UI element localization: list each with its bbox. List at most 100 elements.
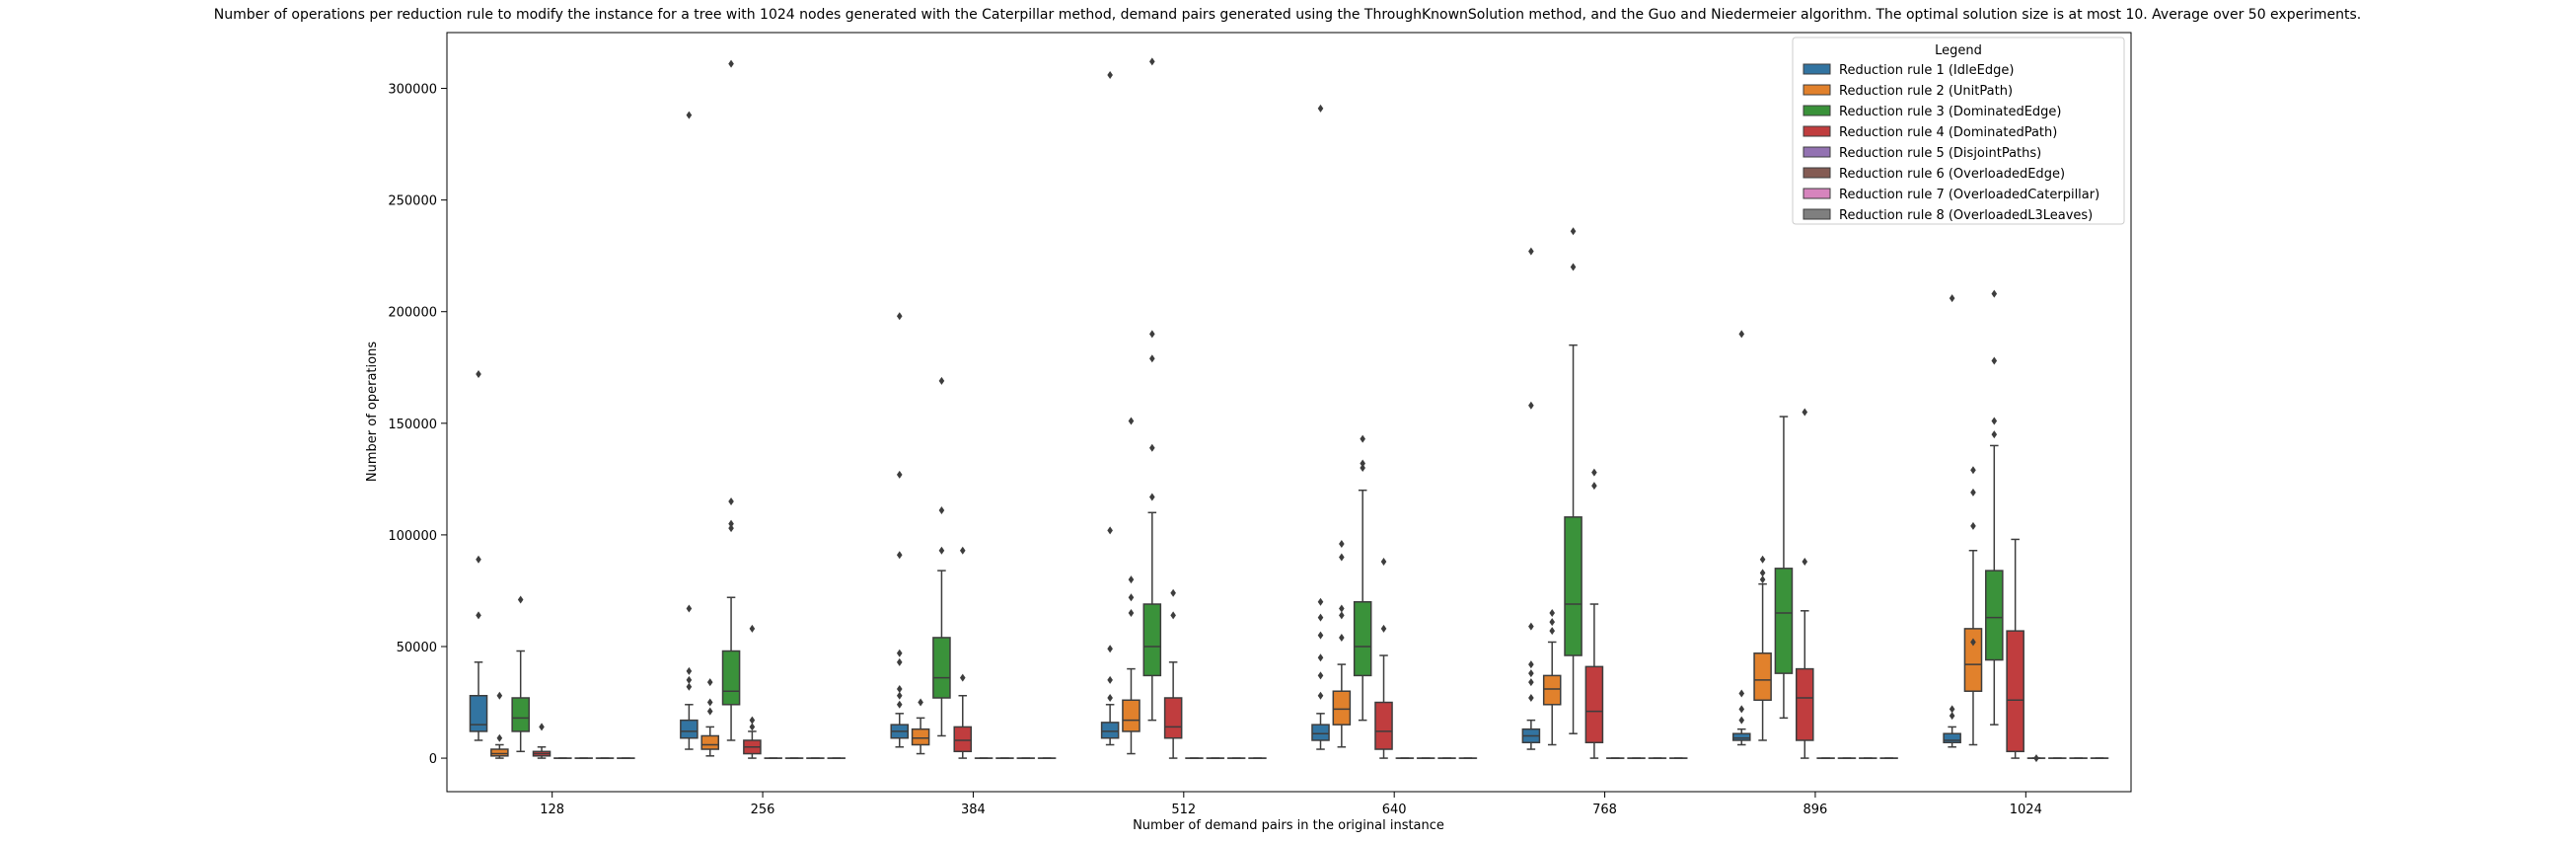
- box-group: [721, 59, 741, 741]
- legend-label: Reduction rule 8 (OverloadedL3Leaves): [1839, 208, 2093, 223]
- outlier-point: [1759, 569, 1766, 577]
- box: [1163, 697, 1183, 739]
- box-group: [490, 691, 509, 759]
- outlier-point: [539, 723, 545, 731]
- y-tick-label: 200000: [388, 306, 437, 321]
- box: [1142, 603, 1162, 677]
- box-group: [680, 111, 699, 750]
- box-group: [2006, 538, 2024, 759]
- outlier-point: [1317, 597, 1324, 606]
- outlier-point: [959, 673, 966, 682]
- outlier-point: [1991, 417, 1998, 425]
- box-group: [953, 546, 973, 759]
- outlier-point: [938, 506, 945, 515]
- outlier-point: [1128, 417, 1135, 425]
- outlier-point: [896, 312, 903, 321]
- outlier-point: [1317, 631, 1324, 640]
- outlier-point: [1317, 613, 1324, 622]
- outlier-point: [1738, 689, 1745, 698]
- outlier-point: [1149, 354, 1155, 363]
- box-group: [469, 370, 488, 741]
- outlier-point: [896, 657, 903, 666]
- outlier-point: [1528, 247, 1534, 256]
- outlier-point: [1107, 526, 1113, 535]
- box: [469, 694, 488, 732]
- box: [1542, 674, 1562, 706]
- box: [700, 734, 720, 750]
- outlier-point: [686, 682, 693, 691]
- box: [511, 697, 530, 732]
- outlier-point: [686, 604, 693, 613]
- outlier-point: [1991, 289, 1998, 298]
- outlier-point: [2033, 754, 2039, 763]
- outlier-point: [1317, 671, 1324, 680]
- outlier-point: [1570, 227, 1577, 236]
- box: [1731, 732, 1751, 741]
- box: [1584, 665, 1604, 743]
- box-group: [700, 678, 720, 757]
- box-group: [1584, 468, 1604, 759]
- legend-swatch: [1803, 167, 1831, 179]
- legend-swatch: [1803, 146, 1831, 158]
- box-group: [1311, 104, 1330, 750]
- legend-swatch: [1803, 63, 1831, 75]
- outlier-point: [1360, 434, 1365, 443]
- outlier-point: [1970, 638, 1976, 647]
- box: [680, 719, 699, 739]
- box: [953, 726, 973, 753]
- x-tick-label: 384: [961, 803, 986, 817]
- outlier-point: [728, 497, 734, 505]
- outlier-point: [1360, 464, 1365, 473]
- outlier-point: [686, 666, 693, 675]
- box-group: [1963, 466, 1983, 746]
- outlier-point: [1149, 330, 1155, 339]
- outlier-point: [706, 707, 713, 716]
- outlier-point: [476, 370, 481, 379]
- outlier-point: [706, 678, 713, 687]
- x-tick-label: 128: [540, 803, 564, 817]
- outlier-point: [896, 649, 903, 657]
- y-tick-label: 0: [429, 752, 437, 767]
- legend-label: Reduction rule 4 (DominatedPath): [1839, 125, 2057, 140]
- legend-swatch: [1803, 105, 1831, 116]
- outlier-point: [1107, 645, 1113, 653]
- box-group: [511, 595, 530, 753]
- outlier-point: [1949, 712, 1955, 721]
- outlier-point: [1570, 263, 1577, 271]
- outlier-point: [1970, 488, 1976, 497]
- outlier-point: [1128, 593, 1135, 602]
- outlier-point: [959, 546, 966, 555]
- outlier-point: [918, 698, 923, 707]
- box: [1774, 568, 1794, 674]
- chart-title: Number of operations per reduction rule …: [214, 7, 2361, 23]
- box-group: [1943, 294, 1961, 748]
- outlier-point: [938, 376, 945, 385]
- box-group: [1985, 289, 2004, 726]
- legend-swatch: [1803, 84, 1831, 96]
- box-group: [2026, 754, 2046, 763]
- outlier-point: [686, 111, 693, 119]
- outlier-point: [1549, 609, 1556, 618]
- outlier-point: [1317, 104, 1324, 113]
- box-group: [1753, 555, 1772, 741]
- box: [1353, 601, 1372, 677]
- y-tick-label: 250000: [388, 194, 437, 209]
- legend-label: Reduction rule 3 (DominatedEdge): [1839, 105, 2062, 119]
- outlier-point: [476, 611, 481, 620]
- legend-swatch: [1803, 188, 1831, 199]
- box-group: [1142, 57, 1162, 722]
- box: [932, 637, 951, 699]
- x-tick-label: 512: [1171, 803, 1196, 817]
- legend-label: Reduction rule 7 (OverloadedCaterpillar): [1839, 188, 2099, 202]
- box-group: [1122, 417, 1141, 755]
- outlier-point: [1528, 669, 1534, 678]
- box: [1985, 570, 2004, 661]
- plot-frame: [446, 32, 2132, 793]
- outlier-point: [749, 624, 756, 633]
- boxes-layer: [469, 57, 2109, 763]
- legend: Legend Reduction rule 1 (IdleEdge)Reduct…: [1792, 37, 2125, 225]
- outlier-point: [1528, 678, 1534, 687]
- outlier-point: [1970, 521, 1976, 530]
- legend-items: Reduction rule 1 (IdleEdge) Reduction rul…: [1803, 63, 2099, 223]
